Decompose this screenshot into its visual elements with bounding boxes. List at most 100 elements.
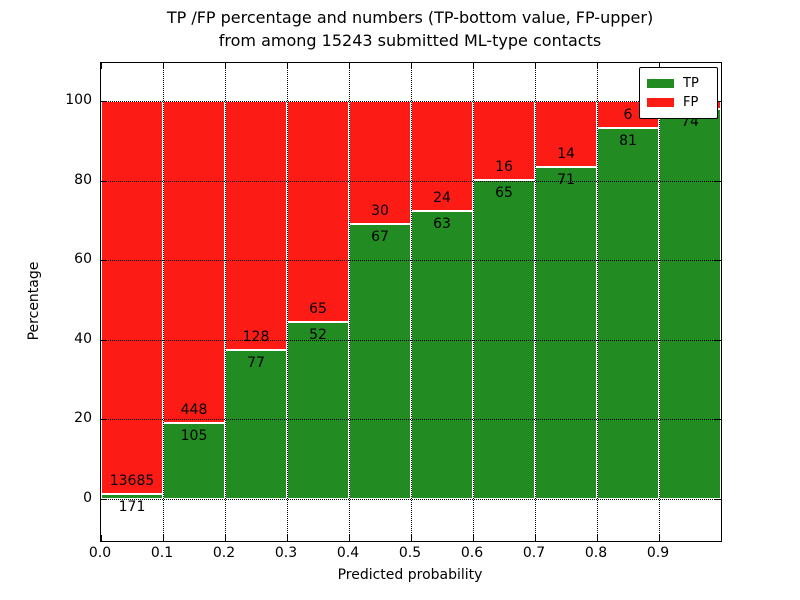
x-tick-mark-top: [659, 63, 660, 69]
bar-segment-tp: [101, 494, 163, 499]
y-tick-label: 40: [74, 330, 92, 347]
plot-area: 13685 171 448 105 128 77 65 52 30 67 24 63 16 65 14 71 6…: [100, 62, 722, 542]
x-tick-mark-bottom: [597, 535, 598, 541]
y-tick-mark-right: [715, 101, 721, 102]
x-tick-mark-bottom: [411, 535, 412, 541]
chart-title-line2: from among 15243 submitted ML-type conta…: [218, 31, 602, 50]
x-tick-mark-bottom: [535, 535, 536, 541]
y-tick-mark-left: [101, 499, 107, 500]
bar-segment-fp: [535, 101, 597, 167]
legend-item-fp: FP: [647, 94, 711, 111]
x-tick-label: 0.1: [150, 545, 174, 561]
x-tick-mark-bottom: [225, 535, 226, 541]
bar-segment-fp: [349, 101, 411, 225]
x-tick-mark-top: [101, 63, 102, 69]
x-tick-mark-bottom: [287, 535, 288, 541]
bar-label-fp: 448: [180, 402, 208, 419]
bar-segment-fp: [163, 101, 225, 424]
x-tick-label: 0.2: [212, 545, 236, 561]
y-tick-mark-right: [715, 419, 721, 421]
x-tick-mark-bottom: [721, 535, 722, 541]
bar-segment-tp: [225, 349, 287, 499]
bar-segment-tp: [473, 179, 535, 499]
y-tick-mark-right: [715, 260, 721, 262]
bar-segment-tp: [597, 128, 659, 499]
legend: TP FP: [639, 67, 718, 119]
y-tick-mark-left: [101, 101, 107, 102]
bar-label-fp: 14: [557, 145, 575, 162]
x-tick-label: 0.6: [460, 545, 484, 561]
x-axis-label: Predicted probability: [337, 567, 483, 583]
y-tick-mark-right: [715, 180, 721, 182]
y-tick-mark-right: [715, 499, 721, 500]
bar-segment-tp: [287, 322, 349, 499]
y-tick-mark-right: [715, 339, 721, 341]
y-tick-mark-left: [101, 339, 107, 341]
x-tick-label: 0.8: [584, 545, 608, 561]
gridline-vertical: [597, 63, 598, 541]
bar-segment-fp: [101, 101, 163, 495]
y-tick-label: 80: [74, 171, 92, 188]
gridline-vertical: [411, 63, 412, 541]
bar-label-tp: 65: [495, 184, 513, 201]
x-tick-mark-top: [349, 63, 350, 69]
gridline-vertical: [659, 63, 660, 541]
bar-label-fp: 65: [309, 301, 327, 318]
x-tick-mark-top: [287, 63, 288, 69]
x-tick-mark-top: [597, 63, 598, 69]
y-tick-mark-left: [101, 260, 107, 262]
gridline-vertical: [349, 63, 350, 541]
bar-label-tp: 105: [180, 428, 208, 445]
bar-label-fp: 6: [623, 107, 633, 124]
legend-label-tp: TP: [683, 76, 699, 91]
gridline-vertical: [473, 63, 474, 541]
bar-label-tp: 52: [309, 327, 327, 344]
fp-color-swatch: [647, 98, 674, 107]
y-tick-label: 60: [74, 251, 92, 268]
x-tick-mark-top: [163, 63, 164, 69]
bar-label-fp: 24: [433, 189, 451, 206]
x-tick-mark-top: [411, 63, 412, 69]
bar-segment-fp: [225, 101, 287, 350]
x-tick-label: 0.3: [274, 545, 298, 561]
bar-label-tp: 71: [557, 171, 575, 188]
x-tick-label: 0.5: [398, 545, 422, 561]
x-tick-mark-bottom: [473, 535, 474, 541]
bar-label-tp: 77: [247, 354, 265, 371]
chart-title-line1: TP /FP percentage and numbers (TP-bottom…: [166, 8, 654, 27]
y-tick-label: 20: [74, 410, 92, 427]
y-tick-label: 0: [83, 490, 92, 506]
bar-segment-tp: [659, 109, 721, 499]
bar-segment-tp: [349, 224, 411, 499]
chart-title: TP /FP percentage and numbers (TP-bottom…: [167, 6, 653, 52]
gridline-vertical: [287, 63, 288, 541]
legend-item-tp: TP: [647, 75, 711, 92]
x-tick-mark-top: [473, 63, 474, 69]
x-tick-mark-top: [535, 63, 536, 69]
x-tick-mark-top: [721, 63, 722, 69]
bar-label-fp: 13685: [109, 473, 155, 490]
bar-label-tp: 67: [371, 229, 389, 246]
bar-segment-tp: [411, 210, 473, 499]
y-tick-label: 100: [65, 92, 92, 108]
x-tick-mark-top: [225, 63, 226, 69]
bar-segment-tp: [535, 166, 597, 499]
legend-label-fp: FP: [683, 95, 699, 110]
x-tick-label: 0.0: [88, 545, 112, 561]
bar-segment-fp: [287, 101, 349, 323]
gridline-vertical: [535, 63, 536, 541]
x-tick-mark-bottom: [349, 535, 350, 541]
tp-color-swatch: [647, 79, 674, 88]
y-tick-mark-left: [101, 180, 107, 182]
bar-label-fp: 30: [371, 203, 389, 220]
x-tick-mark-bottom: [163, 535, 164, 541]
y-tick-mark-left: [101, 419, 107, 421]
bar-label-fp: 128: [242, 328, 270, 345]
y-axis-label: Percentage: [26, 261, 42, 341]
x-tick-mark-bottom: [659, 535, 660, 541]
bar-label-tp: 63: [433, 215, 451, 232]
bar-label-tp: 171: [118, 499, 146, 516]
x-tick-label: 0.4: [336, 545, 360, 561]
bar-label-tp: 81: [619, 133, 637, 150]
gridline-vertical: [225, 63, 226, 541]
